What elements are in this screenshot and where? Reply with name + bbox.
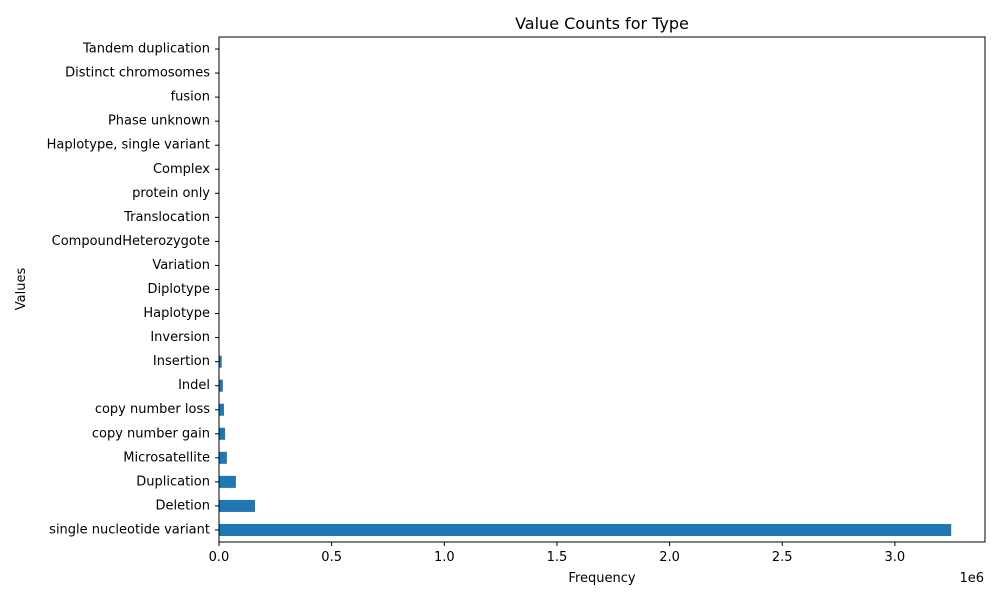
y-tick-label: Insertion xyxy=(153,354,210,369)
x-axis-label: Frequency xyxy=(568,571,635,586)
y-tick-label: Translocation xyxy=(123,210,210,225)
y-tick-label: Phase unknown xyxy=(108,114,210,129)
y-tick-label: Duplication xyxy=(136,474,210,489)
y-tick-label: Distinct chromosomes xyxy=(65,66,210,81)
y-tick-label: Haplotype, single variant xyxy=(47,138,210,153)
y-tick-label: fusion xyxy=(171,90,210,105)
bar-4 xyxy=(219,428,225,440)
bar-0 xyxy=(219,524,951,536)
y-ticks-layer: single nucleotide variant Deletion Duplica… xyxy=(47,42,219,538)
y-tick-label: Diplotype xyxy=(148,282,210,297)
chart-title: Value Counts for Type xyxy=(515,14,689,33)
x-tick-label: 1.5 xyxy=(547,550,568,565)
y-tick-label: Complex xyxy=(153,162,210,177)
y-tick-label: Indel xyxy=(178,378,210,393)
y-axis-label: Values xyxy=(14,268,29,311)
x-tick-label: 2.5 xyxy=(772,550,793,565)
plot-frame xyxy=(219,37,985,542)
y-tick-label: Microsatellite xyxy=(123,450,210,465)
bars-layer xyxy=(219,43,951,536)
y-tick-label: Variation xyxy=(152,258,210,273)
x-tick-label: 1.0 xyxy=(434,550,455,565)
y-tick-label: copy number gain xyxy=(92,426,210,441)
x-tick-label: 2.0 xyxy=(659,550,680,565)
x-axis-offset-label: 1e6 xyxy=(959,571,984,586)
y-tick-label: single nucleotide variant xyxy=(49,522,210,537)
bar-6 xyxy=(219,380,223,392)
x-tick-label: 3.0 xyxy=(885,550,906,565)
x-tick-label: 0.0 xyxy=(209,550,230,565)
y-tick-label: copy number loss xyxy=(95,402,210,417)
y-tick-label: Haplotype xyxy=(143,306,210,321)
y-tick-label: Inversion xyxy=(150,330,210,345)
y-tick-label: Tandem duplication xyxy=(82,42,210,57)
y-tick-label: CompoundHeterozygote xyxy=(52,234,210,249)
x-ticks-layer: 0.0 0.5 1.0 1.5 2.0 2.5 3.0 xyxy=(209,542,906,565)
bar-2 xyxy=(219,476,236,488)
bar-5 xyxy=(219,404,224,416)
y-tick-label: protein only xyxy=(132,186,210,201)
bar-1 xyxy=(219,500,255,512)
y-tick-label: Deletion xyxy=(155,498,210,513)
x-tick-label: 0.5 xyxy=(321,550,342,565)
bar-3 xyxy=(219,452,227,464)
